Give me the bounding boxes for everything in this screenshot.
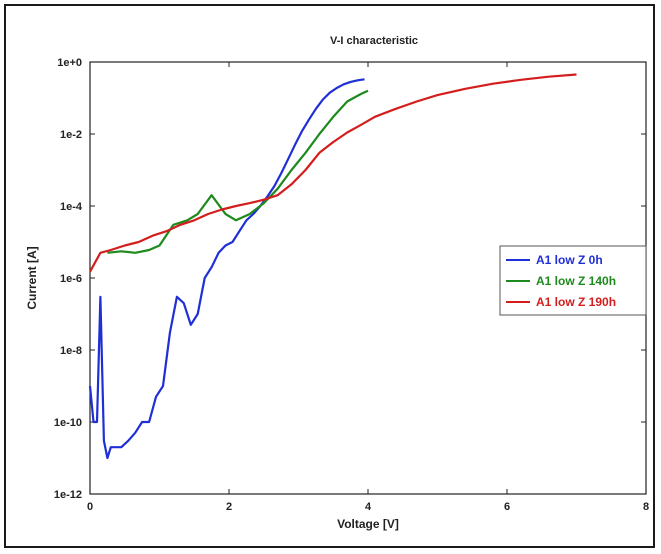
y-tick-label: 1e-6 xyxy=(60,273,82,285)
series-line-1 xyxy=(107,89,369,254)
legend-label-0: A1 low Z 0h xyxy=(536,253,603,267)
legend-label-1: A1 low Z 140h xyxy=(536,274,616,288)
x-tick-label: 4 xyxy=(365,501,372,513)
x-tick-label: 8 xyxy=(643,501,649,513)
legend-label-2: A1 low Z 190h xyxy=(536,295,616,309)
y-tick-label: 1e+0 xyxy=(57,57,82,69)
series-layer xyxy=(88,73,577,460)
x-tick-label: 0 xyxy=(87,501,93,513)
y-tick-label: 1e-4 xyxy=(60,201,83,213)
y-tick-label: 1e-10 xyxy=(54,417,82,429)
y-axis-label: Current [A] xyxy=(25,246,39,309)
series-line-0 xyxy=(88,78,365,460)
chart-frame: V-I characteristic 0 2 4 6 8 1e+0 1e-2 1e-4 1e-6… xyxy=(4,4,655,548)
y-tick-label: 1e-12 xyxy=(54,489,82,501)
vi-chart: V-I characteristic 0 2 4 6 8 1e+0 1e-2 1e-4 1e-6… xyxy=(25,35,649,531)
x-axis-label: Voltage [V] xyxy=(337,517,399,531)
y-tick-label: 1e-8 xyxy=(60,345,82,357)
x-tick-label: 2 xyxy=(226,501,232,513)
chart-title: V-I characteristic xyxy=(330,35,418,47)
series-line-2 xyxy=(89,73,577,273)
axis-ticks: 0 2 4 6 8 1e+0 1e-2 1e-4 1e-6 1e-8 1e-10 1e-12 xyxy=(54,57,649,513)
legend: A1 low Z 0h A1 low Z 140h A1 low Z 190h xyxy=(499,245,647,316)
x-tick-label: 6 xyxy=(504,501,510,513)
y-tick-label: 1e-2 xyxy=(60,129,82,141)
